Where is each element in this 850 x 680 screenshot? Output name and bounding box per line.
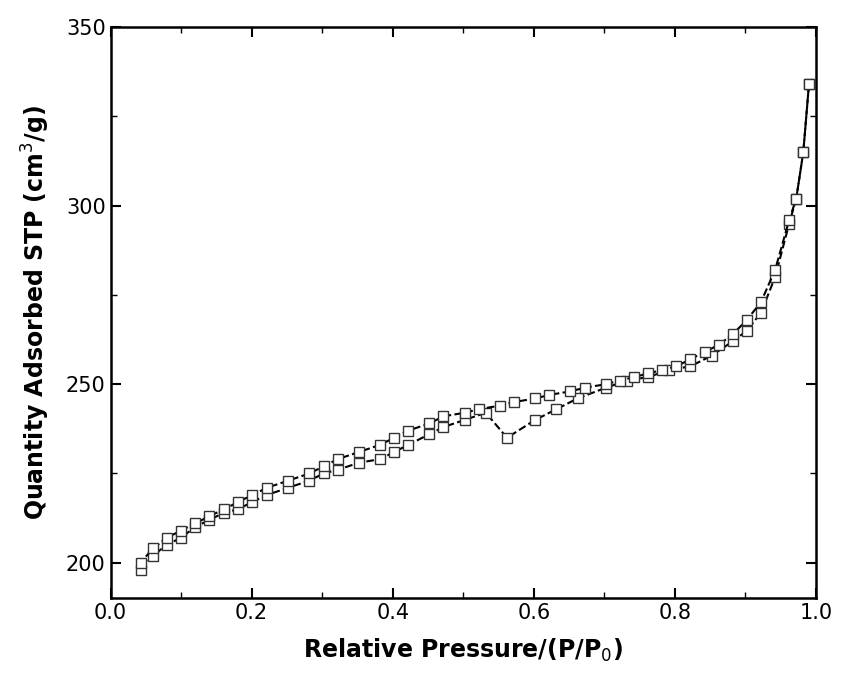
- X-axis label: Relative Pressure/(P/P$_0$): Relative Pressure/(P/P$_0$): [303, 637, 623, 664]
- Y-axis label: Quantity Adsorbed STP (cm$^3$/g): Quantity Adsorbed STP (cm$^3$/g): [20, 105, 52, 520]
